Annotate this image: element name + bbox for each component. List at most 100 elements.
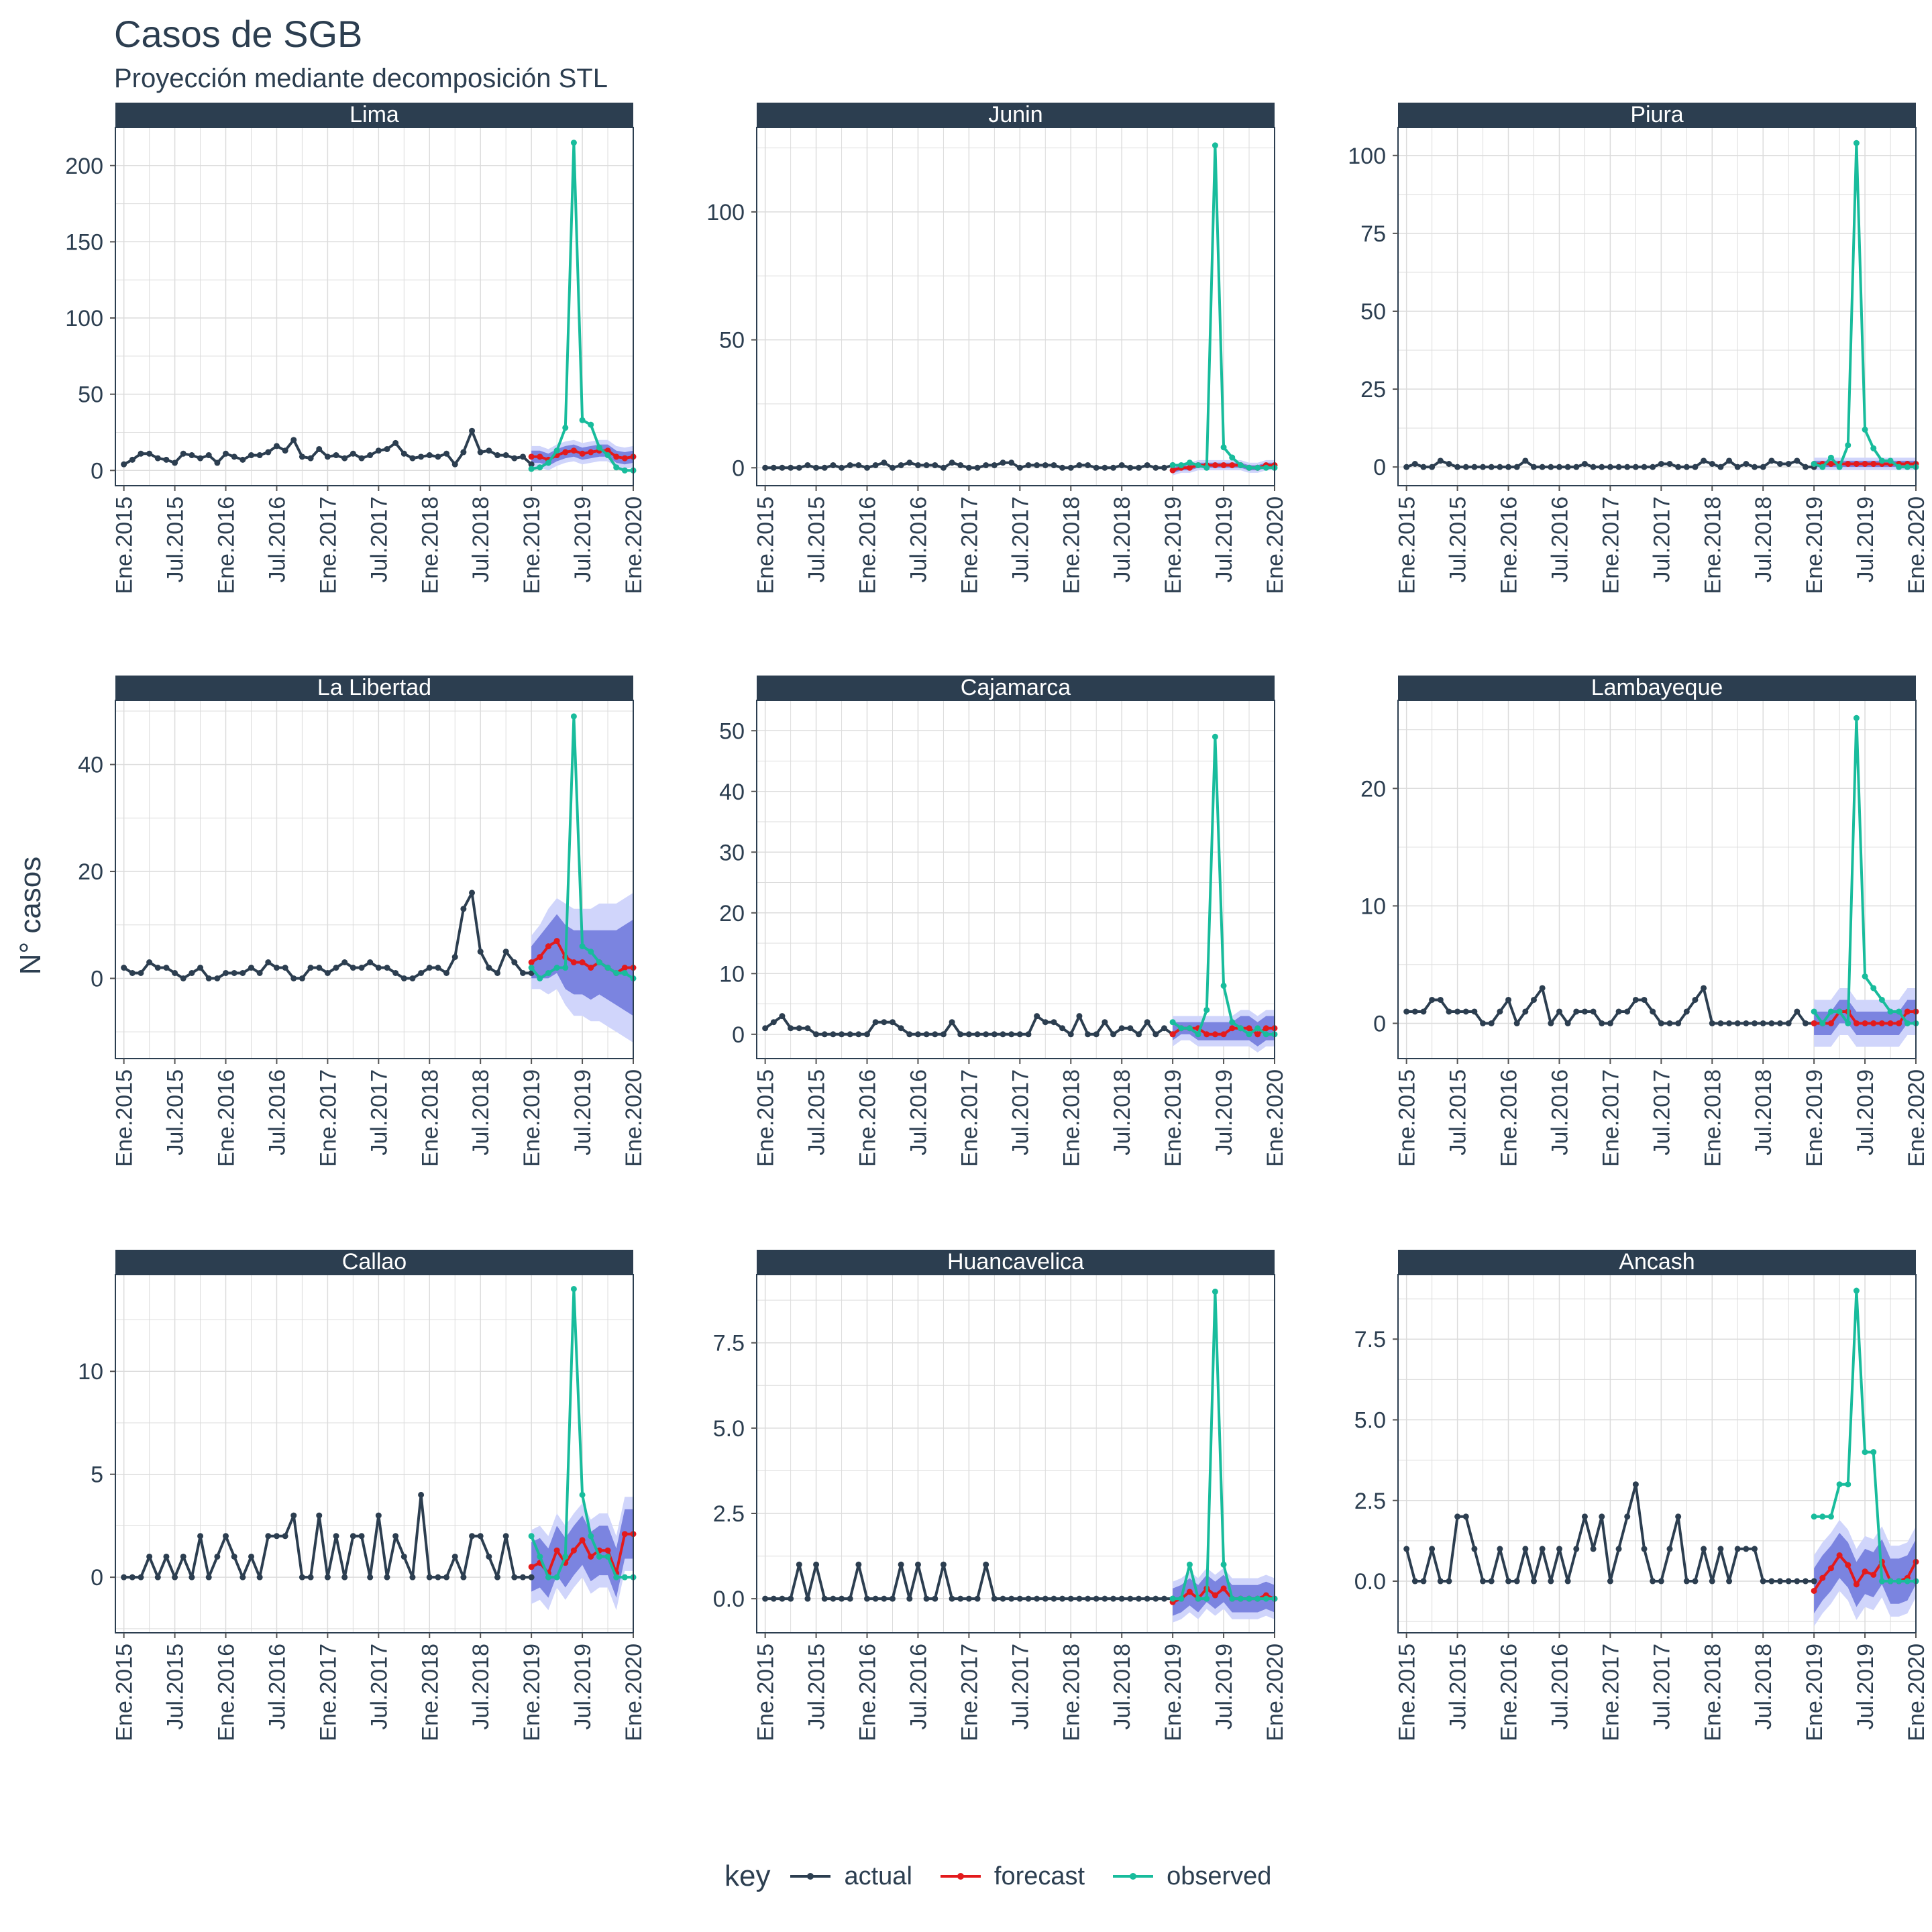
point-actual (443, 1574, 450, 1580)
point-actual (914, 1561, 921, 1568)
point-forecast (1212, 1592, 1218, 1599)
point-observed (1169, 462, 1176, 468)
point-actual (847, 462, 853, 468)
point-actual (949, 460, 955, 466)
point-observed (1195, 1031, 1201, 1038)
point-actual (324, 969, 331, 976)
point-actual (392, 1533, 399, 1540)
point-actual (940, 1561, 947, 1568)
x-tick-label: Jul.2018 (468, 1644, 494, 1730)
panel-grid (115, 127, 634, 486)
point-observed (1178, 1025, 1185, 1032)
point-actual (392, 439, 399, 446)
legend-item-actual: actual (789, 1862, 912, 1891)
point-forecast (1819, 1574, 1826, 1581)
point-observed (1220, 444, 1227, 451)
point-observed (570, 140, 577, 146)
x-tick-label: Jul.2017 (1649, 1644, 1674, 1730)
panel-ancash: Ancash 0.0 2.5 5.0 7.5 Ene.2015 Jul.2015 Ene.20… (1354, 1249, 1929, 1741)
point-actual (1530, 996, 1537, 1003)
point-observed (1203, 464, 1210, 471)
point-observed (1862, 973, 1868, 979)
point-actual (146, 1553, 153, 1560)
panel-huancavelica: Huancavelica 0.0 2.5 5.0 7.5 Ene.2015 Jul.2015… (713, 1249, 1288, 1741)
point-actual (965, 1595, 972, 1602)
point-actual (435, 453, 441, 460)
point-actual (1488, 1578, 1495, 1585)
point-actual (1051, 1595, 1057, 1602)
x-tick-label: Jul.2019 (1853, 496, 1878, 583)
point-observed (570, 713, 577, 720)
point-actual (1118, 1595, 1125, 1602)
point-actual (418, 1491, 425, 1498)
point-actual (1161, 1595, 1167, 1602)
point-actual (1539, 1546, 1546, 1552)
point-observed (596, 1553, 602, 1560)
x-tick-label: Ene.2016 (214, 1069, 239, 1167)
point-forecast (579, 450, 586, 457)
point-observed (579, 1491, 586, 1498)
x-tick-label: Jul.2015 (804, 1644, 830, 1730)
point-observed (1237, 462, 1244, 468)
y-tick-label: 40 (78, 753, 103, 778)
y-tick-label: 10 (1360, 894, 1386, 919)
point-actual (1615, 464, 1622, 470)
point-observed (1246, 464, 1252, 471)
panel-grid (1398, 700, 1917, 1059)
point-actual (400, 1553, 407, 1560)
point-actual (511, 1574, 518, 1580)
legend: key actual forecast observed (724, 1853, 1298, 1900)
point-actual (1016, 1031, 1023, 1038)
point-actual (1666, 1020, 1673, 1026)
x-tick-label: Jul.2018 (1110, 1644, 1135, 1730)
point-actual (1076, 1013, 1083, 1020)
point-actual (1599, 1020, 1605, 1026)
point-observed (1819, 1513, 1826, 1520)
point-actual (316, 445, 323, 452)
point-actual (1420, 464, 1427, 470)
point-actual (256, 969, 263, 976)
point-actual (426, 452, 433, 459)
point-actual (460, 1574, 467, 1580)
point-observed (1853, 140, 1860, 146)
x-tick-label: Jul.2018 (1751, 1069, 1776, 1156)
y-tick-label: 50 (719, 328, 745, 354)
point-actual (779, 1013, 786, 1020)
panel-border (1397, 700, 1917, 1059)
point-actual (1136, 464, 1142, 471)
point-actual (914, 1031, 921, 1038)
series-observed (528, 1285, 637, 1580)
point-actual (1641, 464, 1648, 470)
x-tick-label: Jul.2016 (264, 1069, 290, 1156)
point-actual (762, 1025, 769, 1032)
point-actual (435, 1574, 441, 1580)
panel-strip (757, 676, 1275, 700)
point-actual (1709, 1020, 1715, 1026)
y-tick-label: 10 (78, 1359, 103, 1385)
point-actual (762, 1595, 769, 1602)
point-actual (1008, 460, 1015, 466)
y-tick-label: 100 (1348, 144, 1386, 169)
x-tick-label: Ene.2015 (112, 1069, 138, 1167)
point-observed (1263, 1595, 1269, 1602)
point-actual (375, 447, 382, 454)
series-actual (1403, 458, 1817, 470)
point-observed (596, 959, 602, 966)
series-observed (528, 713, 637, 981)
point-observed (1811, 460, 1817, 467)
point-forecast (613, 453, 620, 460)
point-actual (163, 1553, 170, 1560)
point-actual (180, 450, 186, 457)
point-actual (1539, 985, 1546, 991)
x-tick-label: Ene.2016 (214, 1644, 239, 1741)
point-actual (991, 462, 998, 468)
point-forecast (1836, 1552, 1843, 1559)
point-observed (1845, 1020, 1851, 1026)
x-tick-label: Jul.2015 (1446, 1644, 1471, 1730)
point-actual (940, 1031, 947, 1038)
x-tick-label: Ene.2015 (753, 496, 779, 594)
point-actual (1085, 1595, 1091, 1602)
point-actual (839, 1031, 845, 1038)
series-actual (762, 1561, 1176, 1602)
point-actual (1794, 1008, 1801, 1015)
